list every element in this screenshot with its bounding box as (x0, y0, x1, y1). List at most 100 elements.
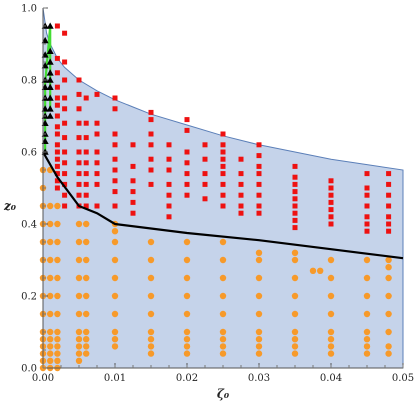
red-square-point (364, 171, 370, 177)
red-square-point (83, 181, 89, 187)
red-square-point (292, 174, 298, 180)
red-square-point (62, 160, 68, 166)
red-square-point (148, 181, 154, 187)
black-triangle-point (46, 22, 54, 29)
red-square-point (76, 120, 82, 126)
y-tick-label: 0.2 (21, 292, 37, 303)
red-square-point (130, 163, 136, 169)
orange-point (54, 350, 61, 357)
orange-point (54, 343, 61, 350)
red-square-point (94, 91, 100, 97)
y-tick-label: 0.4 (21, 220, 37, 231)
orange-point (291, 328, 299, 336)
orange-point (83, 336, 90, 343)
red-square-point (364, 192, 370, 198)
red-square-point (54, 163, 60, 169)
red-square-point (112, 142, 118, 148)
orange-point (83, 274, 90, 282)
red-square-point (220, 142, 226, 148)
orange-point (219, 256, 227, 264)
orange-point (111, 328, 119, 336)
orange-point (219, 350, 227, 357)
orange-point (147, 336, 155, 343)
red-square-point (386, 181, 392, 187)
orange-point (255, 256, 263, 264)
red-square-point (292, 203, 298, 209)
red-square-point (184, 181, 190, 187)
red-square-point (364, 221, 370, 227)
red-square-point (184, 127, 190, 133)
red-square-point (148, 109, 154, 115)
red-square-point (62, 120, 68, 126)
orange-point (47, 336, 54, 343)
red-square-point (292, 189, 298, 195)
orange-point (255, 336, 263, 343)
red-square-point (148, 131, 154, 137)
orange-point (363, 292, 371, 300)
orange-point (54, 357, 61, 364)
orange-point (83, 310, 90, 318)
red-square-point (83, 203, 89, 209)
orange-point (47, 328, 54, 336)
orange-point (147, 256, 155, 264)
red-square-point (83, 95, 89, 101)
red-square-point (184, 117, 190, 123)
red-square-point (220, 131, 226, 137)
orange-point (385, 310, 392, 318)
orange-point (54, 336, 61, 343)
orange-point (291, 336, 299, 343)
red-square-point (166, 167, 172, 173)
red-square-point (83, 171, 89, 177)
red-square-point (112, 167, 118, 173)
red-square-point (94, 120, 100, 126)
orange-point (111, 310, 119, 318)
red-square-point (130, 210, 136, 216)
orange-point (47, 310, 54, 318)
red-square-point (166, 192, 172, 198)
orange-point (291, 256, 299, 264)
orange-point (255, 343, 263, 350)
red-square-point (94, 171, 100, 177)
red-square-point (256, 181, 262, 187)
red-square-point (112, 156, 118, 162)
orange-point (47, 220, 54, 228)
red-square-point (54, 149, 60, 155)
orange-point (147, 328, 155, 336)
orange-point (147, 274, 155, 282)
red-square-point (184, 171, 190, 177)
red-square-point (54, 178, 60, 184)
black-triangle-point (46, 69, 54, 76)
x-tick-label: 0.02 (176, 373, 198, 384)
orange-point (183, 292, 191, 300)
orange-point (183, 343, 191, 350)
red-square-point (54, 171, 60, 177)
orange-point (83, 292, 90, 300)
plot-area (39, 7, 404, 372)
black-triangle-point (46, 112, 54, 119)
orange-point (147, 292, 155, 300)
orange-point (183, 336, 191, 343)
red-square-point (220, 192, 226, 198)
red-square-point (364, 203, 370, 209)
orange-point (47, 292, 54, 300)
red-square-point (166, 214, 172, 220)
orange-point (147, 310, 155, 318)
red-square-point (62, 59, 68, 65)
red-square-point (62, 181, 68, 187)
x-tick-label: 0.00 (32, 373, 54, 384)
orange-point (47, 350, 54, 357)
orange-point (54, 292, 61, 300)
red-square-point (62, 30, 68, 36)
red-square-point (220, 203, 226, 209)
red-square-point (166, 156, 172, 162)
red-square-point (148, 167, 154, 173)
black-triangle-point (46, 47, 54, 54)
orange-point (183, 274, 191, 282)
orange-point (83, 238, 90, 246)
black-triangle-point (46, 58, 54, 65)
red-square-point (328, 185, 334, 191)
red-square-point (386, 203, 392, 209)
red-square-point (76, 181, 82, 187)
red-square-point (94, 149, 100, 155)
orange-point (83, 256, 90, 264)
